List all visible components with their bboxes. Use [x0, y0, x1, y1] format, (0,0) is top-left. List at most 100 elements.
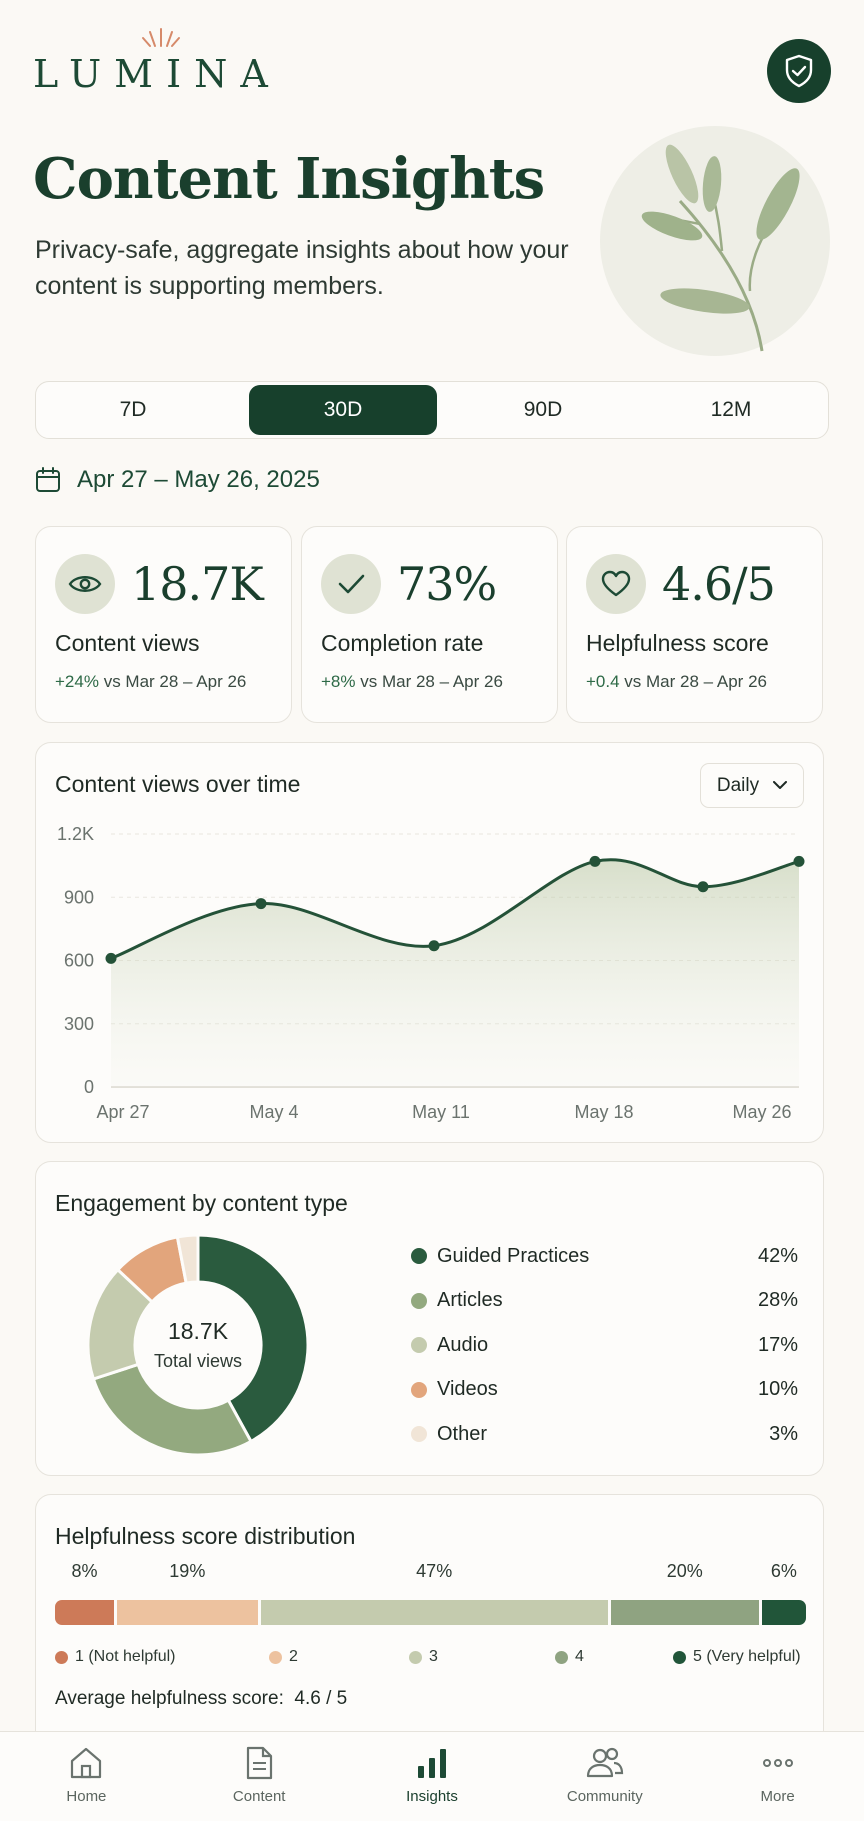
granularity-value: Daily — [716, 774, 760, 796]
legend-dot — [411, 1426, 427, 1443]
data-point[interactable] — [105, 952, 117, 964]
x-tick-label: May 26 — [732, 1102, 791, 1122]
nav-item-home[interactable]: Home — [0, 1732, 173, 1821]
legend-item: 4 — [555, 1648, 584, 1666]
metric-compare: vs Mar 28 – Apr 26 — [103, 672, 247, 691]
data-point[interactable] — [428, 940, 440, 952]
donut-slice[interactable] — [175, 1233, 200, 1285]
nav-label: Insights — [406, 1788, 458, 1805]
legend-value: 28% — [757, 1289, 798, 1312]
donut-slice[interactable] — [196, 1233, 310, 1444]
legend-dot — [555, 1650, 568, 1664]
nav-item-insights[interactable]: Insights — [346, 1732, 519, 1821]
shield-check-icon — [785, 54, 813, 88]
metric-value: 73% — [397, 557, 497, 611]
legend-label: Guided Practices — [437, 1244, 590, 1267]
engagement-legend: Guided Practices 42% Articles 28% Audio … — [411, 1234, 798, 1457]
helpfulness-card: Helpfulness score distribution 8% 19% 47% 2… — [35, 1494, 824, 1754]
legend-item: Articles 28% — [411, 1279, 798, 1324]
brand-name: LUMINA — [33, 52, 281, 96]
y-tick-label: 0 — [84, 1077, 94, 1097]
distribution-stacked-bar — [55, 1600, 806, 1625]
metric-delta: +8% vs Mar 28 – Apr 26 — [321, 672, 503, 692]
metric-card-completion[interactable]: 73% Completion rate +8% vs Mar 28 – Apr … — [301, 526, 558, 723]
metric-card-helpfulness[interactable]: 4.6/5 Helpfulness score +0.4 vs Mar 28 –… — [566, 526, 823, 723]
y-tick-label: 300 — [64, 1014, 94, 1034]
data-point[interactable] — [793, 855, 805, 867]
legend-dot — [269, 1650, 282, 1664]
donut-center-label: Total views — [154, 1351, 242, 1371]
eye-icon — [55, 554, 115, 614]
tab-30d[interactable]: 30D — [249, 385, 437, 435]
distribution-legend: 1 (Not helpful) 2 3 4 5 (Very helpful) — [55, 1648, 815, 1670]
legend-item: Audio 17% — [411, 1323, 798, 1368]
privacy-shield-button[interactable] — [767, 39, 831, 103]
leaf-branch-icon — [641, 144, 800, 352]
heart-icon — [586, 554, 646, 614]
legend-item: Other 3% — [411, 1412, 798, 1457]
distribution-segment[interactable] — [55, 1600, 115, 1625]
more-icon — [762, 1759, 793, 1767]
legend-dot — [55, 1650, 68, 1664]
metric-delta: +24% vs Mar 28 – Apr 26 — [55, 672, 246, 692]
data-point[interactable] — [697, 881, 709, 893]
distribution-value-label: 20% — [666, 1561, 703, 1581]
tab-90d[interactable]: 90D — [523, 398, 563, 421]
x-tick-label: Apr 27 — [96, 1102, 149, 1122]
metric-delta-value: +0.4 — [586, 672, 620, 691]
data-point[interactable] — [255, 898, 267, 910]
bottom-navigation: Home Content Insights Community — [0, 1731, 864, 1821]
average-score-value: 4.6 / 5 — [294, 1688, 348, 1709]
metric-compare: vs Mar 28 – Apr 26 — [360, 672, 503, 691]
legend-dot — [411, 1248, 427, 1265]
home-icon — [71, 1747, 102, 1779]
nav-item-community[interactable]: Community — [518, 1732, 691, 1821]
page-subtitle: Privacy-safe, aggregate insights about h… — [35, 236, 569, 300]
calendar-icon — [36, 467, 60, 492]
page-title: Content Insights — [33, 146, 545, 212]
donut-center-value: 18.7K — [168, 1318, 229, 1344]
legend-value: 3% — [769, 1422, 798, 1445]
y-tick-label: 600 — [64, 951, 94, 971]
legend-label: Other — [437, 1422, 488, 1445]
x-tick-label: May 4 — [249, 1102, 298, 1122]
nav-item-more[interactable]: More — [691, 1732, 864, 1821]
y-tick-label: 900 — [64, 887, 94, 907]
metric-card-views[interactable]: 18.7K Content views +24% vs Mar 28 – Apr… — [35, 526, 292, 723]
legend-item: Videos 10% — [411, 1368, 798, 1413]
data-point[interactable] — [589, 855, 601, 867]
metric-label: Completion rate — [321, 630, 484, 656]
engagement-title: Engagement by content type — [55, 1190, 348, 1216]
metric-label: Content views — [55, 630, 200, 656]
legend-label: Videos — [437, 1378, 498, 1401]
metric-delta-value: +24% — [55, 672, 99, 691]
hero-illustration — [600, 126, 830, 356]
distribution-value-label: 6% — [770, 1561, 797, 1581]
nav-label: Content — [232, 1788, 286, 1805]
metric-value: 4.6/5 — [662, 557, 776, 611]
donut-slice[interactable] — [91, 1362, 254, 1457]
legend-item: 3 — [409, 1648, 438, 1666]
legend-item: 5 (Very helpful) — [673, 1648, 801, 1666]
distribution-segment[interactable] — [117, 1600, 258, 1625]
x-tick-label: May 18 — [574, 1102, 633, 1122]
views-area — [111, 859, 799, 1087]
distribution-segment[interactable] — [610, 1600, 759, 1625]
legend-value: 17% — [757, 1333, 798, 1356]
sun-rays-icon — [142, 28, 180, 47]
metric-value: 18.7K — [131, 557, 264, 611]
distribution-value-label: 47% — [416, 1561, 453, 1581]
chart-title: Content views over time — [55, 771, 301, 797]
granularity-select[interactable]: Daily — [700, 763, 804, 808]
x-tick-label: May 11 — [412, 1102, 470, 1122]
tab-12m[interactable]: 12M — [710, 398, 752, 421]
date-range-row[interactable]: Apr 27 – May 26, 2025 — [35, 466, 320, 494]
legend-item: Guided Practices 42% — [411, 1234, 798, 1279]
distribution-segment[interactable] — [260, 1600, 608, 1625]
nav-label: Community — [566, 1788, 643, 1805]
nav-item-content[interactable]: Content — [173, 1732, 346, 1821]
tab-7d[interactable]: 7D — [119, 398, 147, 421]
legend-dot — [411, 1292, 427, 1309]
views-chart-card: Content views over time Daily 0 300 600 900… — [35, 742, 824, 1143]
distribution-segment[interactable] — [761, 1600, 806, 1625]
